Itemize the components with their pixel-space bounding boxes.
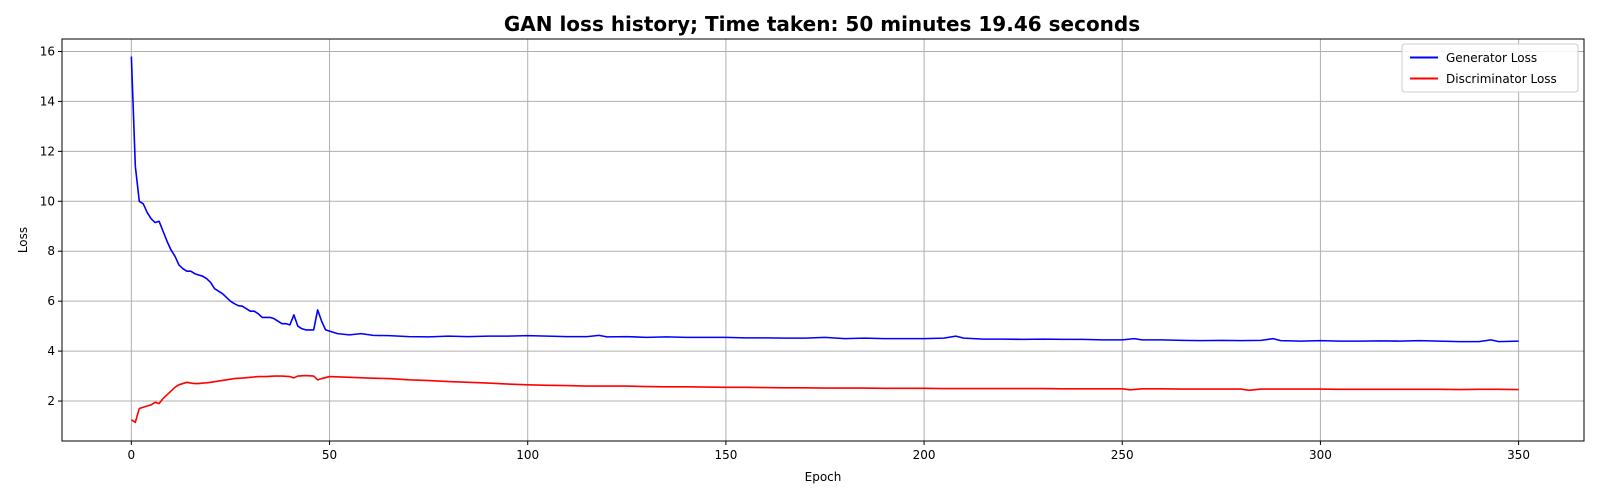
grid xyxy=(62,39,1584,441)
discriminator-loss-line xyxy=(130,374,1519,424)
x-tick-label: 150 xyxy=(714,448,737,462)
x-tick-label: 250 xyxy=(1111,448,1134,462)
y-tick-label: 14 xyxy=(40,94,55,108)
y-tick-label: 2 xyxy=(47,394,55,408)
plot-frame xyxy=(61,38,1585,442)
y-tick-label: 16 xyxy=(40,44,55,58)
y-tick-label: 12 xyxy=(40,144,55,158)
x-tick-label: 100 xyxy=(516,448,539,462)
series-layer xyxy=(130,56,1519,424)
y-tick-label: 4 xyxy=(47,344,55,358)
y-tick-label: 6 xyxy=(47,294,55,308)
x-tick-label: 0 xyxy=(128,448,136,462)
x-axis-ticks: 0 50 100 150 200 250 300 350 xyxy=(128,441,1530,462)
legend: Generator Loss Discriminator Loss xyxy=(1401,43,1579,93)
x-tick-label: 50 xyxy=(322,448,337,462)
legend-box xyxy=(1401,43,1579,93)
x-tick-label: 300 xyxy=(1309,448,1332,462)
chart-title: GAN loss history; Time taken: 50 minutes… xyxy=(504,12,1140,36)
y-tick-label: 10 xyxy=(40,194,55,208)
y-axis-label: Loss xyxy=(16,227,30,253)
x-tick-label: 350 xyxy=(1507,448,1530,462)
legend-label-discriminator: Discriminator Loss xyxy=(1446,72,1557,86)
y-axis-ticks: 2 4 6 8 10 12 14 16 xyxy=(40,44,62,408)
y-tick-label: 8 xyxy=(47,244,55,258)
legend-label-generator: Generator Loss xyxy=(1446,51,1537,65)
x-axis-label: Epoch xyxy=(805,470,842,484)
generator-loss-line xyxy=(130,56,1519,343)
x-tick-label: 200 xyxy=(913,448,936,462)
